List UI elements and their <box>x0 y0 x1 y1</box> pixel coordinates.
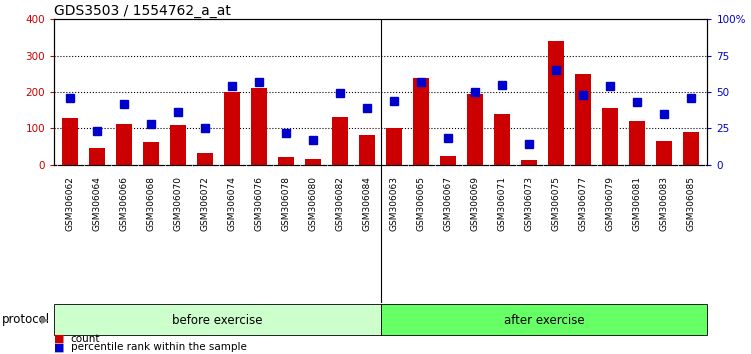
Bar <box>381 304 707 335</box>
Text: GSM306067: GSM306067 <box>444 176 453 231</box>
Bar <box>548 41 564 165</box>
Text: GSM306066: GSM306066 <box>119 176 128 231</box>
Bar <box>251 88 267 165</box>
Bar <box>494 114 511 165</box>
Bar <box>656 141 672 165</box>
Text: GSM306084: GSM306084 <box>363 176 372 230</box>
Bar <box>116 124 132 165</box>
Bar <box>170 125 186 165</box>
Bar <box>62 118 78 165</box>
Text: ▶: ▶ <box>41 314 48 325</box>
Text: GSM306072: GSM306072 <box>201 176 210 230</box>
Text: ■: ■ <box>54 342 65 352</box>
Text: GSM306074: GSM306074 <box>228 176 237 230</box>
Bar <box>198 153 213 165</box>
Text: percentile rank within the sample: percentile rank within the sample <box>71 342 246 352</box>
Text: GSM306068: GSM306068 <box>146 176 155 231</box>
Text: protocol: protocol <box>2 313 50 326</box>
Text: GSM306064: GSM306064 <box>93 176 102 230</box>
Bar <box>386 129 403 165</box>
Text: GSM306076: GSM306076 <box>255 176 264 231</box>
Bar <box>359 135 376 165</box>
Text: GDS3503 / 1554762_a_at: GDS3503 / 1554762_a_at <box>54 5 231 18</box>
Bar <box>683 132 699 165</box>
Bar <box>305 159 321 165</box>
Text: GSM306080: GSM306080 <box>309 176 318 231</box>
Text: GSM306081: GSM306081 <box>633 176 642 231</box>
Text: GSM306073: GSM306073 <box>525 176 534 231</box>
Text: ■: ■ <box>54 334 65 344</box>
Text: count: count <box>71 334 100 344</box>
Bar <box>278 156 294 165</box>
Text: GSM306082: GSM306082 <box>336 176 345 230</box>
Text: GSM306062: GSM306062 <box>66 176 75 230</box>
Text: after exercise: after exercise <box>504 314 584 327</box>
Bar <box>224 92 240 165</box>
Text: GSM306078: GSM306078 <box>282 176 291 231</box>
Bar <box>467 94 484 165</box>
Bar <box>575 74 591 165</box>
Bar <box>629 121 645 165</box>
Text: GSM306063: GSM306063 <box>390 176 399 231</box>
Text: GSM306071: GSM306071 <box>498 176 507 231</box>
Bar <box>89 148 105 165</box>
Bar <box>602 108 618 165</box>
Bar <box>440 155 457 165</box>
Text: GSM306070: GSM306070 <box>173 176 182 231</box>
Text: GSM306085: GSM306085 <box>686 176 695 231</box>
Text: GSM306083: GSM306083 <box>659 176 668 231</box>
Text: before exercise: before exercise <box>172 314 263 327</box>
Text: GSM306075: GSM306075 <box>552 176 561 231</box>
Text: GSM306079: GSM306079 <box>606 176 615 231</box>
Bar <box>143 142 159 165</box>
Bar <box>521 160 538 165</box>
Text: GSM306069: GSM306069 <box>471 176 480 231</box>
Bar <box>54 304 381 335</box>
Bar <box>332 118 348 165</box>
Text: GSM306077: GSM306077 <box>579 176 588 231</box>
Bar <box>413 78 430 165</box>
Text: GSM306065: GSM306065 <box>417 176 426 231</box>
